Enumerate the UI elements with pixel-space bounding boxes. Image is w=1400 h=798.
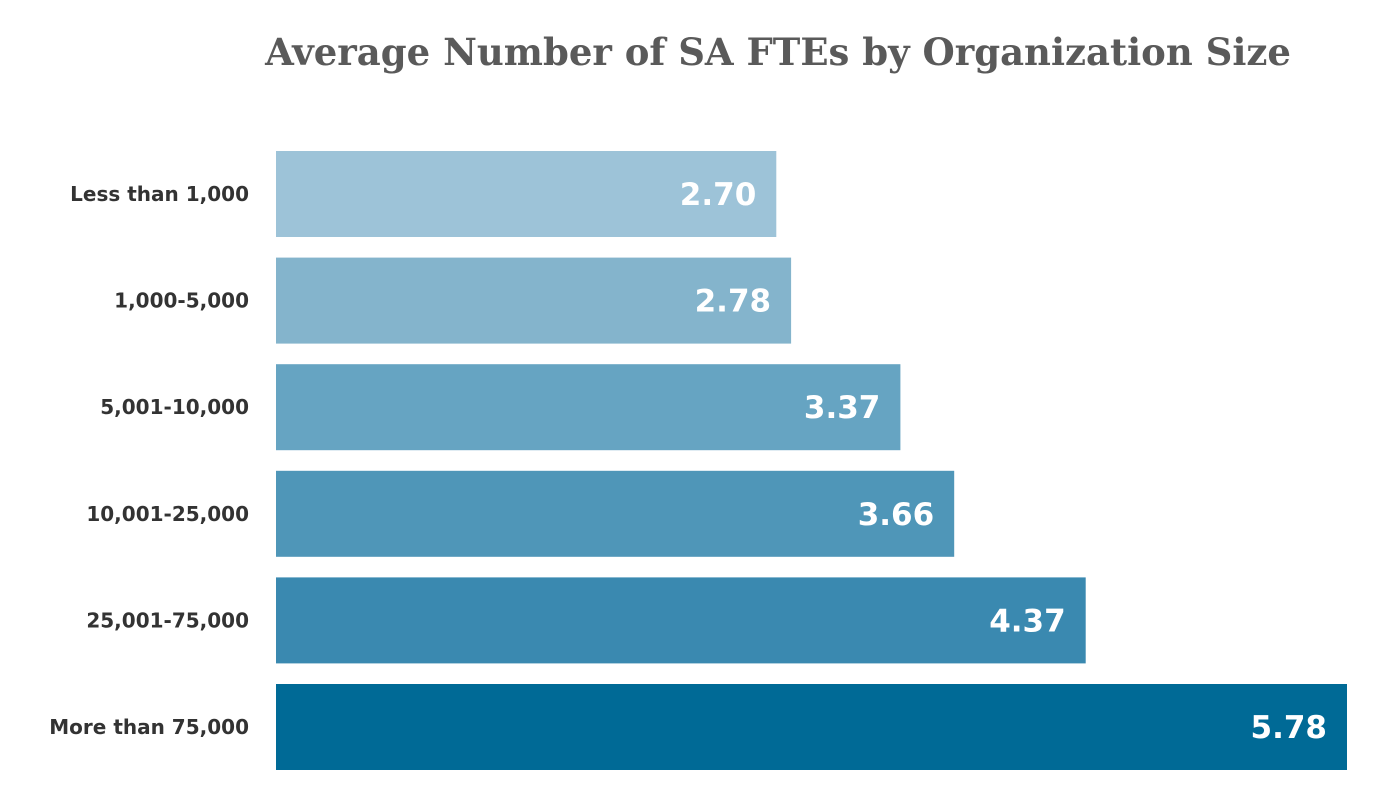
bar-1: [276, 257, 792, 344]
bar-4: [276, 577, 1086, 664]
bar-0: [276, 151, 777, 237]
chart-title: Average Number of SA FTEs by Organizatio…: [265, 30, 1291, 74]
category-label-0: Less than 1,000: [70, 182, 249, 206]
category-label-1: 1,000-5,000: [114, 289, 249, 313]
value-label-3: 3.66: [858, 497, 935, 533]
value-label-4: 4.37: [989, 603, 1066, 639]
bar-3: [276, 470, 955, 557]
value-label-2: 3.37: [804, 390, 881, 426]
category-label-4: 25,001-75,000: [86, 608, 249, 632]
category-label-3: 10,001-25,000: [86, 502, 249, 526]
bar-5: [276, 684, 1347, 770]
value-label-0: 2.70: [680, 177, 757, 213]
category-label-5: More than 75,000: [49, 715, 249, 739]
bar-2: [276, 364, 901, 451]
category-label-2: 5,001-10,000: [100, 395, 249, 419]
value-label-1: 2.78: [695, 284, 772, 320]
value-label-5: 5.78: [1251, 710, 1328, 746]
